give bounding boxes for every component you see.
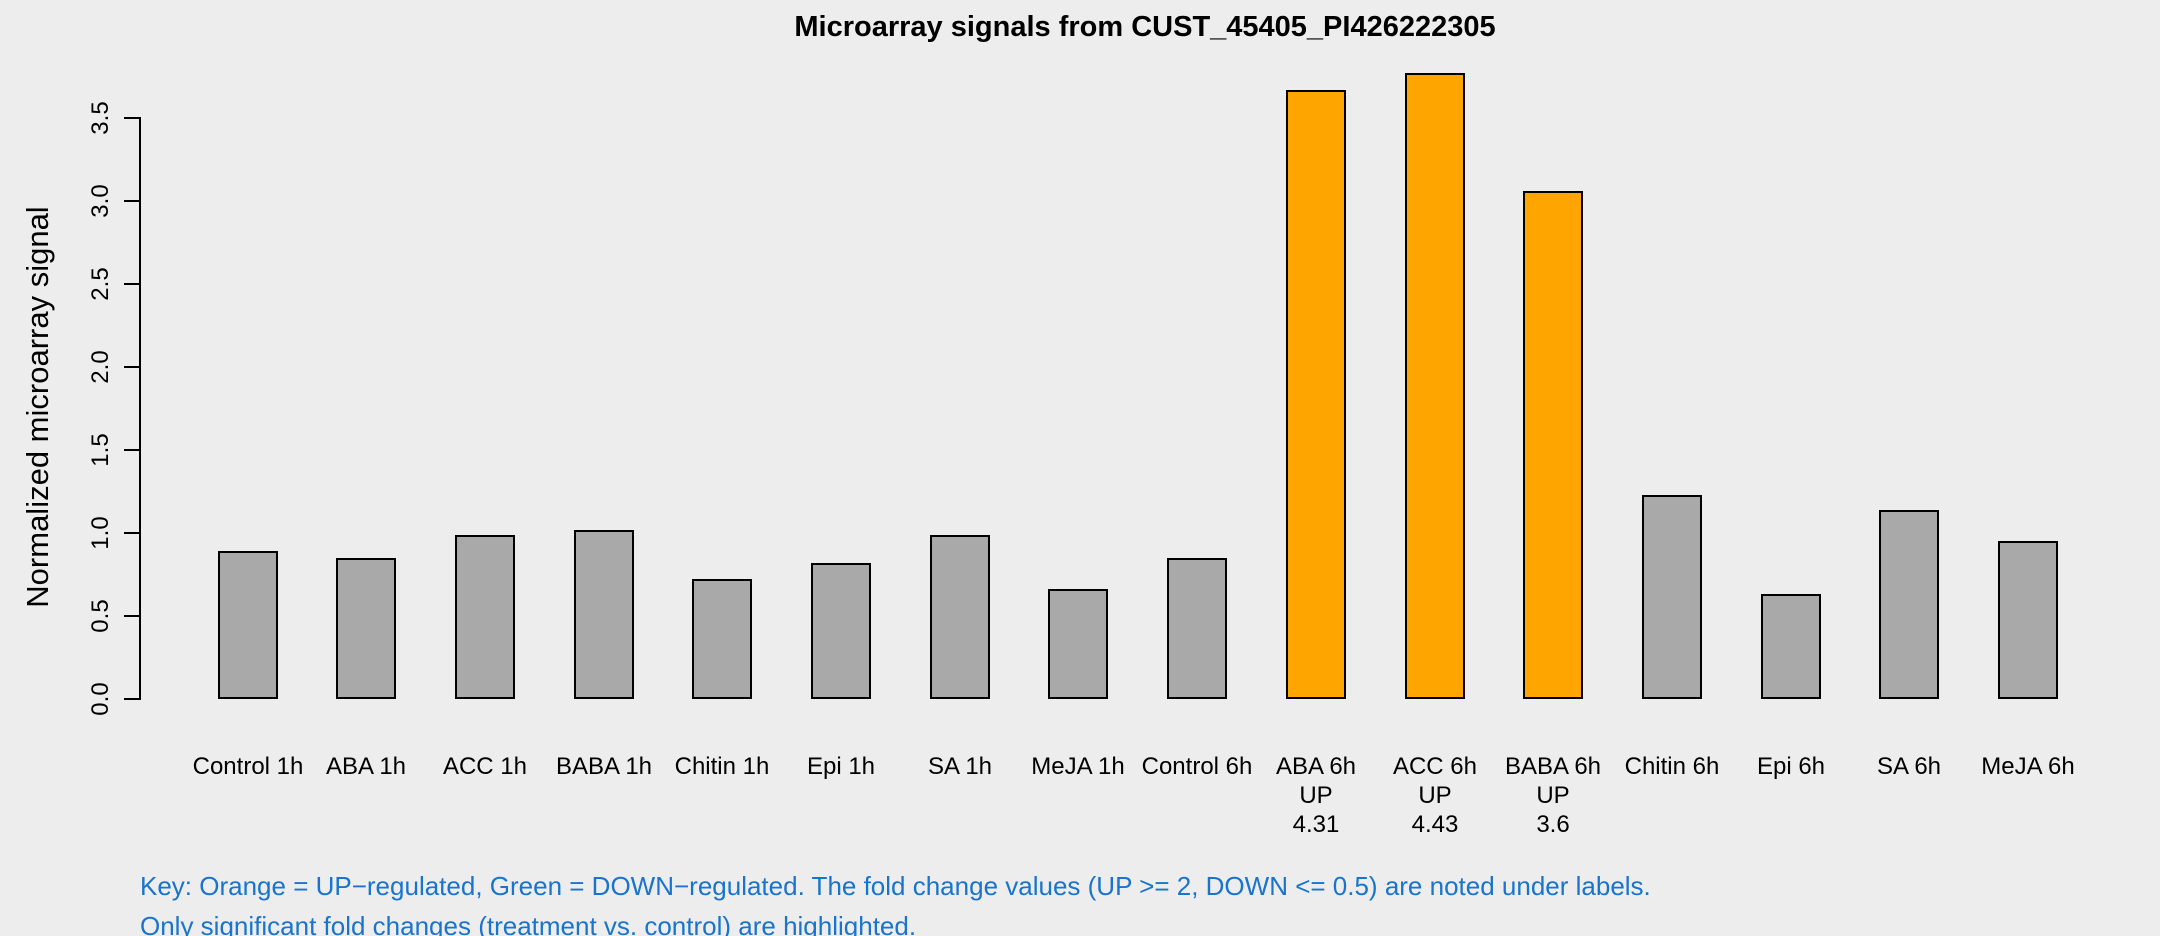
- x-tick-label-control-6h: Control 6h: [1102, 752, 1292, 781]
- x-tick-label-text: ACC 6h: [1392, 753, 1478, 780]
- bar-chitin-6h: [1642, 495, 1702, 699]
- x-tick-label-sa-1h: SA 1h: [865, 752, 1055, 781]
- bar-chitin-1h: [692, 579, 752, 699]
- bar-sa-6h: [1879, 510, 1939, 699]
- fold-change-note: 4.31: [1292, 811, 1340, 838]
- bar-epi-6h: [1761, 594, 1821, 699]
- x-tick-label-aba-1h: ABA 1h: [271, 752, 461, 781]
- x-tick-label-sa-6h: SA 6h: [1814, 752, 2004, 781]
- x-tick-label-control-1h: Control 1h: [153, 752, 343, 781]
- x-tick-label-text: ACC 1h: [442, 753, 528, 780]
- y-tick-label: 2.0: [87, 350, 114, 384]
- bar-epi-1h: [811, 563, 871, 699]
- y-tick: [124, 283, 139, 285]
- x-tick-label-text: SA 1h: [927, 753, 993, 780]
- x-tick-label-text: BABA 6h: [1504, 753, 1602, 780]
- y-tick: [124, 200, 139, 202]
- x-tick-label-acc-6h: ACC 6h UP 4.43: [1340, 752, 1530, 839]
- fold-change-note: UP: [1418, 782, 1452, 809]
- y-tick: [124, 366, 139, 368]
- y-tick-label: 3.5: [87, 101, 114, 135]
- bar-meja-6h: [1998, 541, 2058, 699]
- x-tick-label-text: Epi 1h: [806, 753, 876, 780]
- x-tick-label-baba-1h: BABA 1h: [509, 752, 699, 781]
- bar-baba-6h: [1523, 191, 1583, 699]
- key-note-line1: Key: Orange = UP−regulated, Green = DOWN…: [140, 871, 1651, 901]
- y-axis-label: Normalized microarray signal: [20, 206, 55, 608]
- bar-baba-1h: [574, 530, 634, 699]
- x-tick-label-chitin-1h: Chitin 1h: [627, 752, 817, 781]
- x-tick-label-aba-6h: ABA 6h UP 4.31: [1221, 752, 1411, 839]
- fold-change-note: 3.6: [1536, 811, 1570, 838]
- bar-control-6h: [1167, 558, 1227, 699]
- bar-control-1h: [218, 551, 278, 699]
- fold-change-note: 4.43: [1411, 811, 1459, 838]
- y-tick-label: 0.5: [87, 599, 114, 633]
- y-axis-line: [139, 117, 141, 700]
- x-tick-label-acc-1h: ACC 1h: [390, 752, 580, 781]
- x-tick-label-meja-6h: MeJA 6h: [1933, 752, 2123, 781]
- x-tick-label-chitin-6h: Chitin 6h: [1577, 752, 1767, 781]
- y-tick: [124, 698, 139, 700]
- bar-acc-6h: [1405, 73, 1465, 699]
- y-tick: [124, 117, 139, 119]
- bar-sa-1h: [930, 535, 990, 699]
- y-tick: [124, 449, 139, 451]
- bar-aba-6h: [1286, 90, 1346, 699]
- y-tick-label: 1.0: [87, 516, 114, 550]
- chart-title: Microarray signals from CUST_45405_PI426…: [794, 11, 1496, 43]
- bar-acc-1h: [455, 535, 515, 699]
- bar-meja-1h: [1048, 589, 1108, 699]
- x-tick-label-text: SA 6h: [1876, 753, 1942, 780]
- y-tick: [124, 532, 139, 534]
- fold-change-note: UP: [1299, 782, 1333, 809]
- x-tick-label-text: MeJA 1h: [1031, 753, 1125, 780]
- x-tick-label-text: ABA 1h: [325, 753, 407, 780]
- y-tick-label: 1.5: [87, 433, 114, 467]
- y-tick-label: 3.0: [87, 184, 114, 218]
- bar-aba-1h: [336, 558, 396, 699]
- x-tick-label-text: Chitin 6h: [1624, 753, 1720, 780]
- key-note: Key: Orange = UP−regulated, Green = DOWN…: [140, 866, 1651, 936]
- y-tick-label: 2.5: [87, 267, 114, 301]
- y-tick-label: 0.0: [87, 682, 114, 716]
- x-tick-label-text: Control 6h: [1141, 753, 1253, 780]
- key-note-line2: Only significant fold changes (treatment…: [140, 911, 917, 936]
- x-tick-label-text: Epi 6h: [1756, 753, 1826, 780]
- x-tick-label-epi-1h: Epi 1h: [746, 752, 936, 781]
- fold-change-note: UP: [1536, 782, 1570, 809]
- x-tick-label-baba-6h: BABA 6h UP 3.6: [1458, 752, 1648, 839]
- x-tick-label-meja-1h: MeJA 1h: [983, 752, 1173, 781]
- y-tick: [124, 615, 139, 617]
- x-tick-label-text: BABA 1h: [555, 753, 653, 780]
- x-tick-label-text: Chitin 1h: [674, 753, 770, 780]
- x-tick-label-text: Control 1h: [192, 753, 304, 780]
- x-tick-label-epi-6h: Epi 6h: [1696, 752, 1886, 781]
- x-tick-label-text: ABA 6h: [1275, 753, 1357, 780]
- x-tick-label-text: MeJA 6h: [1981, 753, 2075, 780]
